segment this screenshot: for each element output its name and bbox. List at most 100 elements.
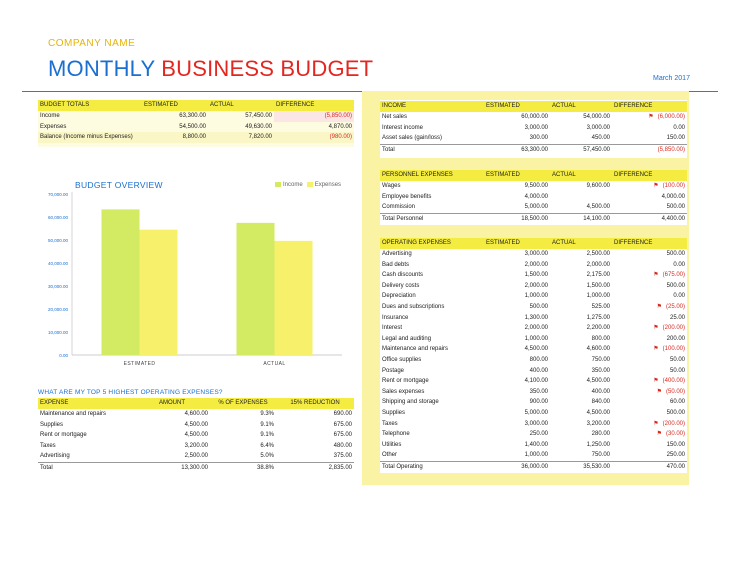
difference-value: (100.00) (662, 346, 685, 353)
reduction-value: 675.00 (333, 432, 352, 439)
row-label: Office supplies (382, 356, 422, 363)
difference-cell: ⚑ (100.00) (612, 181, 687, 192)
estimated-value: 63,300.00 (484, 143, 550, 156)
flag-icon: ⚑ (653, 420, 659, 427)
difference-value: 470.00 (666, 463, 685, 470)
y-tick-label: 40,000.00 (48, 261, 69, 266)
personnel-header-row: PERSONNEL EXPENSES ESTIMATED ACTUAL DIFF… (380, 170, 687, 181)
table-row: Commission 5,000.00 4,500.00 500.00 (380, 202, 687, 213)
flag-icon: ⚑ (653, 325, 659, 332)
estimated-value: 3,000.00 (524, 124, 548, 131)
table-row: Wages 9,500.00 9,600.00 ⚑ (100.00) (380, 181, 687, 192)
company-name: COMPANY NAME (48, 38, 136, 49)
difference-value: 0.00 (673, 261, 685, 268)
y-tick-label: 30,000.00 (48, 284, 69, 289)
difference-value: 150.00 (666, 441, 685, 448)
table-row: Interest 2,000.00 2,200.00 ⚑ (200.00) (380, 323, 687, 334)
row-label: Utilities (382, 441, 402, 448)
table-row: Sales expenses 350.00 400.00 ⚑ (50.00) (380, 387, 687, 398)
row-label: Taxes (382, 420, 398, 427)
difference-cell: 4,000.00 (612, 192, 687, 203)
difference-value: 500.00 (666, 204, 685, 211)
table-row: Insurance 1,300.00 1,275.00 25.00 (380, 313, 687, 324)
estimated-value: 2,000.00 (524, 325, 548, 332)
bar-expenses-actual (274, 240, 313, 355)
actual-value: 400.00 (591, 388, 610, 395)
table-row: Expenses 54,500.00 49,630.00 4,870.00 (38, 122, 354, 133)
row-label: Depreciation (382, 293, 416, 300)
estimated-value: 1,000.00 (524, 452, 548, 459)
top5-header-pct: % OF EXPENSES (210, 398, 276, 409)
difference-cell: 0.00 (612, 291, 687, 302)
budget-totals-table: BUDGET TOTALS ESTIMATED ACTUAL DIFFERENC… (38, 100, 354, 143)
amount-value: 2,500.00 (184, 453, 208, 460)
operating-header-label: OPERATING EXPENSES (380, 238, 484, 249)
table-row: Advertising 2,500.00 5.0% 375.00 (38, 451, 354, 462)
row-label: Telephone (382, 431, 410, 438)
table-row: Taxes 3,200.00 6.4% 480.00 (38, 441, 354, 452)
actual-value: 4,500.00 (586, 378, 610, 385)
difference-cell: 50.00 (612, 355, 687, 366)
difference-value: 50.00 (669, 367, 685, 374)
row-label: Sales expenses (382, 388, 425, 395)
difference-cell: 250.00 (612, 450, 687, 461)
personnel-header-label: PERSONNEL EXPENSES (380, 170, 484, 181)
table-row: Asset sales (gain/loss) 300.00 450.00 150.0… (380, 133, 687, 144)
row-label: Shipping and storage (382, 399, 439, 406)
row-label: Insurance (382, 314, 409, 321)
difference-cell: 25.00 (612, 313, 687, 324)
difference-value: (50.00) (665, 388, 685, 395)
row-label: Rent or mortgage (40, 432, 87, 439)
chart-title: BUDGET OVERVIEW (75, 180, 163, 190)
percent-value: 6.4% (260, 442, 274, 449)
amount-value: 3,200.00 (184, 442, 208, 449)
row-label: Supplies (382, 409, 406, 416)
row-label: Income (40, 113, 60, 119)
difference-value: 500.00 (666, 409, 685, 416)
difference-cell: ⚑ (50.00) (612, 387, 687, 398)
percent-value: 5.0% (260, 453, 274, 460)
table-row: Advertising 3,000.00 2,500.00 500.00 (380, 249, 687, 260)
row-label: Other (382, 452, 398, 459)
estimated-value: 1,000.00 (524, 335, 548, 342)
estimated-value: 3,000.00 (524, 420, 548, 427)
actual-value: 49,630.00 (245, 123, 272, 130)
row-label: Maintenance and repairs (40, 411, 107, 417)
flag-icon: ⚑ (656, 388, 662, 395)
actual-value: 1,000.00 (586, 293, 610, 300)
actual-value: 2,000.00 (586, 261, 610, 268)
actual-value: 840.00 (591, 399, 610, 406)
difference-cell: 500.00 (612, 408, 687, 419)
difference-value: (25.00) (665, 303, 685, 310)
estimated-value: 36,000.00 (484, 460, 550, 473)
estimated-value: 1,000.00 (524, 293, 548, 300)
flag-icon: ⚑ (656, 431, 662, 438)
y-tick-label: 10,000.00 (48, 330, 69, 335)
difference-value: (400.00) (662, 378, 685, 385)
table-row: Rent or mortgage 4,500.00 9.1% 675.00 (38, 430, 354, 441)
actual-value: 750.00 (591, 452, 610, 459)
difference-cell: 470.00 (612, 460, 687, 473)
estimated-value: 1,300.00 (524, 314, 548, 321)
row-label: Postage (382, 367, 405, 374)
reduction-value: 480.00 (333, 442, 352, 449)
total-row: Total 13,300.00 38.8% 2,835.00 (38, 461, 354, 474)
actual-value: 800.00 (591, 335, 610, 342)
difference-value: 60.00 (669, 399, 685, 406)
actual-value: 57,450.00 (245, 113, 272, 119)
difference-cell: 500.00 (612, 202, 687, 213)
reduction-value: 2,835.00 (276, 461, 354, 474)
difference-value: (30.00) (665, 431, 685, 438)
estimated-value: 18,500.00 (484, 212, 550, 225)
difference-cell: 200.00 (612, 334, 687, 345)
personnel-header-actual: ACTUAL (550, 170, 612, 181)
income-header-difference: DIFFERENCE (612, 101, 687, 112)
table-row: Employee benefits 4,000.00 4,000.00 (380, 192, 687, 203)
difference-cell: 500.00 (612, 281, 687, 292)
flag-icon: ⚑ (656, 303, 662, 310)
difference-cell: 60.00 (612, 397, 687, 408)
table-row: Taxes 3,000.00 3,200.00 ⚑ (200.00) (380, 419, 687, 430)
top5-header-amount: AMOUNT (134, 398, 210, 409)
difference-cell: 0.00 (612, 123, 687, 134)
estimated-value: 1,400.00 (524, 441, 548, 448)
